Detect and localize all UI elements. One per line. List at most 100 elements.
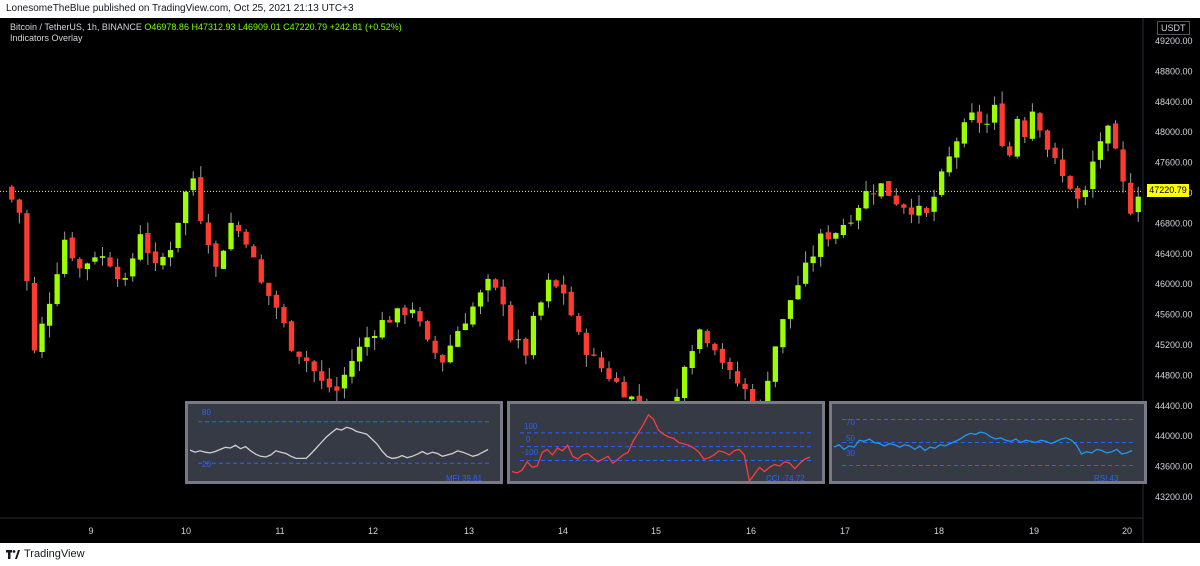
symbol-name[interactable]: Bitcoin / TetherUS, 1h, BINANCE <box>10 22 142 32</box>
mfi-band-20: 20 <box>202 460 211 469</box>
candle-body <box>288 321 295 351</box>
candle-body <box>84 263 91 270</box>
x-tick-label: 9 <box>88 526 93 536</box>
candle-body <box>424 321 431 340</box>
candle-body <box>750 389 756 404</box>
candle-body <box>583 332 589 355</box>
candle-body <box>364 337 370 347</box>
candle-body <box>160 256 166 266</box>
candle-body <box>606 368 612 379</box>
candle-body <box>931 196 937 212</box>
candle-body <box>855 207 862 221</box>
candle-body <box>818 233 824 257</box>
candle-body <box>54 274 60 305</box>
candle-body <box>1105 125 1111 144</box>
candle-body <box>1120 149 1126 182</box>
x-tick-label: 19 <box>1029 526 1039 536</box>
candle-body <box>62 239 68 274</box>
candle-body <box>409 309 416 314</box>
x-tick-label: 18 <box>934 526 944 536</box>
candle-body <box>923 208 930 214</box>
close-value: C47220.79 <box>283 22 328 32</box>
candle-body <box>175 222 181 249</box>
candle-body <box>893 195 899 205</box>
candle-body <box>712 343 718 351</box>
rsi-panel[interactable]: 70 50 30 RSI 43 <box>829 401 1147 484</box>
y-tick-label: 49200.00 <box>1155 36 1193 46</box>
candle-body <box>568 291 574 316</box>
candle-body <box>886 181 892 196</box>
y-tick-label: 48000.00 <box>1155 127 1193 137</box>
candle-body <box>235 224 242 232</box>
top-bar: LonesomeTheBlue published on TradingView… <box>0 0 1200 18</box>
y-tick-label: 44400.00 <box>1155 401 1193 411</box>
candle-body <box>296 351 302 357</box>
candle-body <box>613 378 620 382</box>
candle-body <box>198 177 204 221</box>
mfi-line-chart <box>189 421 490 464</box>
candle-body <box>402 307 408 316</box>
candle-body <box>500 286 506 305</box>
x-tick-label: 12 <box>368 526 378 536</box>
mfi-panel[interactable]: 80 20 MFI 39.81 <box>185 401 503 484</box>
candle-body <box>152 251 159 264</box>
candle-body <box>1128 182 1134 214</box>
candle-body <box>538 302 544 316</box>
tradingview-icon <box>6 549 20 559</box>
candle-body <box>273 294 280 308</box>
candle-body <box>114 266 121 279</box>
candle-body <box>810 256 816 264</box>
candle-body <box>432 340 438 353</box>
candle-body <box>1037 113 1043 131</box>
cci-band-minus100: -100 <box>522 448 539 457</box>
candle-body <box>545 279 552 302</box>
candle-body <box>183 191 189 224</box>
candle-body <box>130 258 136 277</box>
candle-body <box>795 285 801 300</box>
candle-body <box>440 354 446 363</box>
cci-band-100: 100 <box>524 422 538 431</box>
y-tick-label: 43600.00 <box>1155 462 1193 472</box>
currency-label[interactable]: USDT <box>1157 21 1190 35</box>
x-tick-label: 16 <box>746 526 756 536</box>
candle-body <box>719 348 726 363</box>
last-price-tag: 47220.79 <box>1147 184 1189 198</box>
candle-body <box>825 232 831 240</box>
x-tick-label: 14 <box>558 526 568 536</box>
cci-band-0: 0 <box>526 435 531 444</box>
chart-area[interactable]: 49200.00 48800.00 48400.00 48000.00 47600.00… <box>0 18 1200 543</box>
indicator-legend[interactable]: Indicators Overlay <box>10 33 83 43</box>
candle-body <box>508 305 514 341</box>
candle-body <box>492 279 499 288</box>
candle-body <box>122 277 128 280</box>
candle-body <box>1067 176 1073 189</box>
cci-panel[interactable]: 100 0 -100 CCI -74.72 <box>507 401 825 484</box>
candle-body <box>576 315 582 333</box>
candle-body <box>31 283 38 351</box>
cci-series-line <box>511 413 811 481</box>
candle-body <box>621 381 627 398</box>
x-tick-label: 11 <box>275 526 284 536</box>
candle-body <box>727 361 733 371</box>
candle-body <box>455 331 461 347</box>
candle-body <box>1029 111 1036 139</box>
candle-body <box>689 351 695 368</box>
y-tick-label: 45600.00 <box>1155 310 1193 320</box>
candle-body <box>1075 188 1081 199</box>
candle-body <box>387 319 393 323</box>
candle-body <box>107 257 113 267</box>
candle-body <box>394 308 400 323</box>
candle-body <box>916 205 922 216</box>
candle-body <box>417 311 423 322</box>
candle-body <box>349 361 355 377</box>
candle-body <box>681 366 688 399</box>
candle-body <box>591 354 597 356</box>
tradingview-logo[interactable]: TradingView <box>6 548 85 560</box>
candle-body <box>734 371 741 384</box>
x-tick-label: 17 <box>840 526 850 536</box>
y-tick-label: 46000.00 <box>1155 279 1193 289</box>
candle-body <box>243 231 249 245</box>
open-value: O46978.86 <box>144 22 189 32</box>
y-tick-label: 44800.00 <box>1155 370 1193 380</box>
candle-body <box>470 306 476 325</box>
